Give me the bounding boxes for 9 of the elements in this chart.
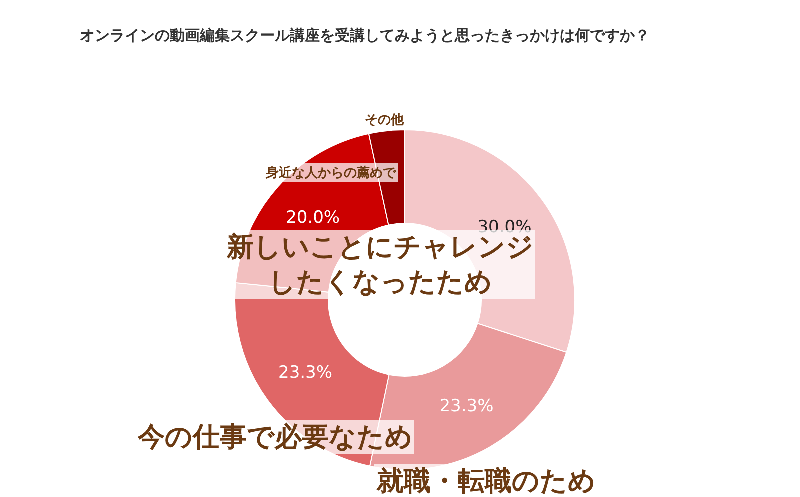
slice-label: 今の仕事で必要なため [137, 422, 413, 453]
data-label: 23.3% [440, 396, 494, 417]
slice-label: 就職・転職のため [376, 466, 596, 497]
data-label: 20.0% [286, 208, 340, 228]
slice-label: その他 [365, 113, 405, 128]
slice-label: 身近な人からの薦めで [265, 165, 397, 181]
chart-title: オンラインの動画編集スクール講座を受講してみようと思ったきっかけは何ですか？ [80, 26, 650, 44]
slice-label: 新しいことにチャレンジしたくなったため [226, 232, 534, 298]
data-label: 23.3% [278, 362, 333, 383]
